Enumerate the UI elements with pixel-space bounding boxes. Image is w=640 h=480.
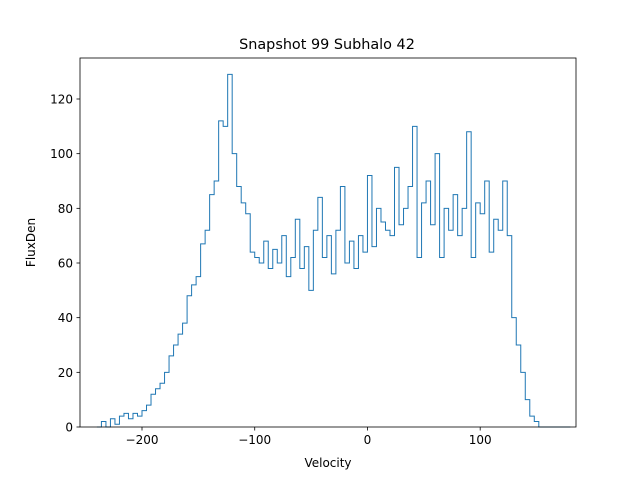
y-axis: 0 20 40 60 80 100 120: [50, 93, 80, 435]
y-tick-label: 60: [58, 257, 73, 271]
chart-title: Snapshot 99 Subhalo 42: [239, 37, 415, 53]
y-tick-label: 40: [58, 311, 73, 325]
series-line: [96, 73, 571, 428]
y-tick-label: 80: [58, 202, 73, 216]
x-tick-label: −200: [126, 433, 159, 447]
x-axis-label: Velocity: [304, 456, 351, 470]
plot-frame: [79, 57, 577, 428]
y-axis-label: FluxDen: [24, 218, 38, 267]
x-axis: −200 −100 0 100: [126, 427, 492, 447]
y-tick-label: 0: [65, 421, 73, 435]
x-tick-label: 0: [364, 433, 372, 447]
y-tick-label: 20: [58, 366, 73, 380]
x-tick-label: −100: [238, 433, 271, 447]
x-tick-label: 100: [469, 433, 492, 447]
y-tick-label: 120: [50, 93, 73, 107]
y-tick-label: 100: [50, 147, 73, 161]
plot-area: [96, 73, 571, 428]
